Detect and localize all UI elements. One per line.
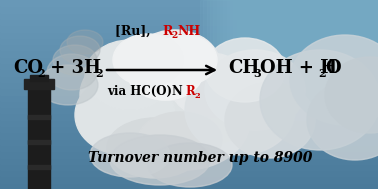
Bar (0, 106, 378, 113)
Bar (24, 79, 54, 89)
Bar (203, 0, 378, 108)
Bar (0, 62, 378, 69)
Bar (0, 37, 378, 44)
Bar (0, 81, 378, 88)
Bar (0, 87, 378, 94)
Ellipse shape (113, 34, 183, 86)
Ellipse shape (130, 30, 220, 100)
Text: 2: 2 (194, 92, 200, 100)
Bar (0, 150, 378, 157)
Bar (233, 0, 378, 96)
Ellipse shape (110, 135, 210, 185)
Text: + 3H: + 3H (44, 59, 101, 77)
Ellipse shape (90, 133, 170, 177)
Bar (0, 156, 378, 164)
Bar (237, 0, 378, 94)
Ellipse shape (205, 38, 285, 102)
Bar (0, 169, 378, 176)
Ellipse shape (138, 112, 222, 168)
Bar (220, 0, 378, 101)
Bar (28, 165, 50, 169)
Bar (217, 0, 378, 102)
Text: CO: CO (13, 59, 43, 77)
Ellipse shape (145, 63, 255, 147)
Bar (28, 140, 50, 144)
Bar (0, 75, 378, 82)
Ellipse shape (127, 44, 203, 100)
Bar (0, 0, 378, 6)
Bar (0, 138, 378, 145)
Bar (200, 0, 378, 109)
Bar (0, 5, 378, 13)
Bar (213, 0, 378, 104)
Bar (207, 0, 378, 106)
Ellipse shape (120, 45, 220, 125)
Ellipse shape (260, 50, 378, 150)
Bar (210, 0, 378, 105)
Bar (0, 56, 378, 63)
Bar (0, 182, 378, 189)
Text: R: R (162, 25, 172, 38)
Bar (227, 0, 378, 98)
Bar (243, 0, 378, 92)
Bar (0, 18, 378, 25)
Ellipse shape (60, 36, 100, 64)
Text: 3: 3 (253, 68, 261, 79)
Ellipse shape (38, 65, 98, 105)
Bar (30, 75, 48, 81)
Ellipse shape (290, 35, 378, 125)
Text: 2: 2 (318, 68, 325, 79)
Text: via HC(O)N: via HC(O)N (107, 85, 183, 98)
Ellipse shape (120, 70, 250, 170)
Bar (28, 115, 50, 119)
Ellipse shape (185, 65, 295, 155)
Ellipse shape (307, 80, 378, 160)
Text: OH + H: OH + H (260, 59, 337, 77)
Bar (0, 125, 378, 132)
Ellipse shape (100, 92, 210, 168)
Ellipse shape (170, 53, 250, 117)
Text: Turnover number up to 8900: Turnover number up to 8900 (88, 151, 312, 165)
Ellipse shape (225, 82, 315, 158)
Bar (247, 0, 378, 90)
Ellipse shape (153, 35, 217, 85)
Ellipse shape (148, 143, 232, 187)
Text: [Ru],: [Ru], (115, 25, 155, 38)
Ellipse shape (325, 57, 378, 133)
Bar (0, 68, 378, 76)
Ellipse shape (107, 118, 203, 178)
Text: 2: 2 (95, 68, 102, 79)
Ellipse shape (85, 40, 175, 110)
Text: CH: CH (228, 59, 259, 77)
Ellipse shape (67, 30, 103, 54)
Text: O: O (325, 59, 341, 77)
Bar (0, 100, 378, 107)
Bar (0, 12, 378, 19)
Ellipse shape (53, 45, 97, 75)
Ellipse shape (205, 50, 305, 130)
Bar (28, 84, 50, 189)
Ellipse shape (80, 50, 200, 140)
Bar (223, 0, 378, 100)
Text: NH: NH (177, 25, 200, 38)
Bar (240, 0, 378, 93)
Bar (0, 175, 378, 183)
Bar (230, 0, 378, 97)
Bar (0, 131, 378, 139)
Bar (0, 119, 378, 126)
Ellipse shape (47, 54, 97, 90)
Bar (0, 30, 378, 38)
Text: 2: 2 (37, 68, 45, 79)
Bar (0, 144, 378, 151)
Bar (0, 49, 378, 57)
Ellipse shape (75, 75, 175, 155)
Bar (0, 94, 378, 101)
Bar (0, 112, 378, 120)
Bar (0, 24, 378, 32)
Text: 2: 2 (171, 31, 177, 40)
Bar (0, 163, 378, 170)
Text: R: R (185, 85, 195, 98)
Bar (0, 43, 378, 50)
Ellipse shape (80, 55, 240, 165)
